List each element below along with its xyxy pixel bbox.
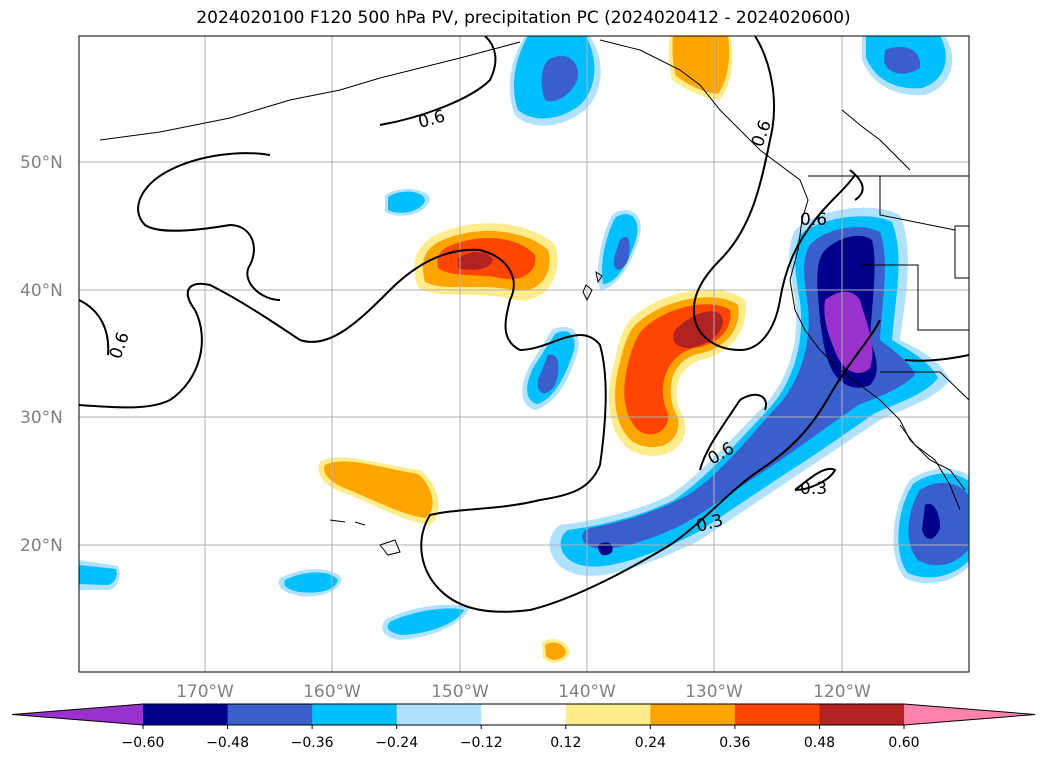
- colorbar-tick-label: −0.48: [206, 735, 249, 751]
- lon-label: 140°W: [558, 682, 616, 702]
- colorbar-segment: [819, 704, 905, 725]
- lon-label: 160°W: [303, 682, 361, 702]
- lon-label: 170°W: [176, 682, 234, 702]
- lat-label: 20°N: [20, 536, 63, 556]
- lat-label: 40°N: [20, 281, 63, 301]
- lon-label: 120°W: [813, 682, 871, 702]
- colorbar-tick-label: −0.24: [375, 735, 418, 751]
- colorbar-segment: [227, 704, 313, 725]
- colorbar-tick-label: 0.24: [635, 735, 666, 751]
- colorbar-extend-high: [904, 704, 1035, 725]
- map-title: 2024020100 F120 500 hPa PV, precipitatio…: [196, 8, 851, 28]
- lon-label: 130°W: [685, 682, 743, 702]
- colorbar-tick-label: 0.12: [550, 735, 581, 751]
- graticule: [79, 36, 969, 672]
- colorbar-segment: [312, 704, 398, 725]
- colorbar-tick-label: 0.36: [719, 735, 750, 751]
- lon-label: 150°W: [431, 682, 489, 702]
- longitude-labels: 170°W 160°W 150°W 140°W 130°W 120°W: [176, 682, 871, 702]
- contour-label: 0.6: [800, 210, 827, 230]
- colorbar-segment: [396, 704, 482, 725]
- precip-shading: [79, 36, 969, 663]
- colorbar-segment: [565, 704, 651, 725]
- colorbar-tick-label: −0.60: [122, 735, 165, 751]
- lat-label: 30°N: [20, 408, 63, 428]
- colorbar-tick-label: 0.48: [804, 735, 835, 751]
- map-frame: [78, 35, 970, 673]
- lat-label: 50°N: [20, 153, 63, 173]
- colorbar-tick-label: −0.36: [291, 735, 334, 751]
- colorbar-tick-label: 0.60: [888, 735, 919, 751]
- colorbar-tick-label: −0.12: [460, 735, 503, 751]
- coastlines: [99, 39, 969, 556]
- pv-contours: [79, 36, 969, 613]
- contour-label: 0.3: [800, 479, 827, 499]
- colorbar-segment: [481, 704, 567, 725]
- colorbar-segment: [143, 704, 229, 725]
- colorbar-extend-low: [12, 704, 143, 725]
- colorbar: −0.60 −0.48 −0.36 −0.24 −0.12 0.12 0.24 0.36 0.4…: [11, 703, 1036, 751]
- colorbar-segment: [734, 704, 820, 725]
- colorbar-segment: [650, 704, 736, 725]
- latitude-labels: 50°N 40°N 30°N 20°N: [20, 153, 63, 556]
